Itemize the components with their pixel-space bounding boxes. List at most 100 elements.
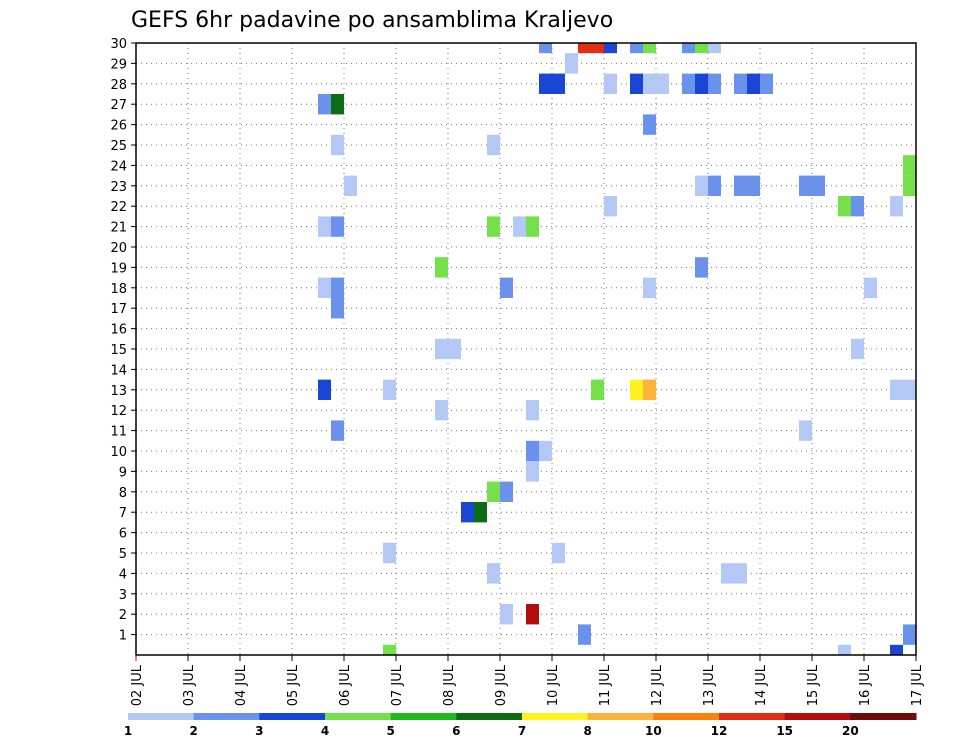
x-tick-label: 13 JUL <box>702 664 717 706</box>
precip-cell <box>591 379 604 400</box>
precip-cell <box>474 502 487 523</box>
precip-cell <box>526 216 539 237</box>
colorbar-label: 8 <box>583 724 591 738</box>
colorbar-label: 10 <box>645 724 662 738</box>
y-tick-label: 28 <box>110 78 127 93</box>
precip-cell <box>526 604 539 625</box>
precip-cell <box>695 175 708 196</box>
precip-cell <box>604 43 617 54</box>
x-tick-label: 05 JUL <box>286 664 301 706</box>
precip-cell <box>747 175 760 196</box>
precip-cell <box>903 624 916 645</box>
precip-cell <box>643 73 656 94</box>
precip-cell <box>526 440 539 462</box>
precip-cell <box>331 216 344 237</box>
y-tick-label: 6 <box>119 527 127 542</box>
y-tick-label: 17 <box>110 302 127 317</box>
x-tick-label: 12 JUL <box>650 664 665 706</box>
y-axis: 1234567891011121314151617181920212223242… <box>110 37 136 644</box>
y-tick-label: 12 <box>110 404 127 419</box>
y-tick-label: 30 <box>110 37 127 52</box>
precip-cell <box>318 277 331 298</box>
x-tick-label: 04 JUL <box>234 664 249 706</box>
colorbar-swatch <box>456 713 523 720</box>
precip-cell <box>487 216 500 237</box>
precip-cell <box>643 277 656 298</box>
y-tick-label: 13 <box>110 384 127 399</box>
precip-cell <box>903 379 916 400</box>
colorbar-swatch <box>259 713 326 720</box>
precip-cell <box>500 481 513 502</box>
precip-cell <box>604 73 617 94</box>
precip-cell <box>318 94 331 115</box>
colorbar-label: 12 <box>711 724 728 738</box>
x-tick-label: 09 JUL <box>494 664 509 706</box>
colorbar-label: 1 <box>124 724 132 738</box>
precip-cell <box>578 624 591 645</box>
x-tick-label: 08 JUL <box>442 664 457 706</box>
y-tick-label: 20 <box>110 241 127 256</box>
precip-cell <box>552 73 565 94</box>
precip-cell <box>799 420 812 441</box>
precip-cell <box>890 379 903 400</box>
precip-cell <box>708 73 721 94</box>
precip-cell <box>890 196 903 217</box>
precip-cell <box>630 379 643 400</box>
x-tick-label: 16 JUL <box>858 664 873 706</box>
y-tick-label: 8 <box>119 486 127 501</box>
precip-cell <box>318 379 331 400</box>
precip-cell <box>383 644 396 655</box>
precip-cell <box>565 53 578 74</box>
colorbar-swatch <box>193 713 260 720</box>
precip-cell <box>890 644 903 655</box>
x-tick-label: 15 JUL <box>806 664 821 706</box>
x-tick-label: 17 JUL <box>910 664 925 706</box>
precip-cell <box>539 73 552 94</box>
x-tick-label: 02 JUL <box>130 664 145 706</box>
precip-cell <box>435 400 448 421</box>
precip-cell <box>708 43 721 54</box>
colorbar-label: 15 <box>776 724 793 738</box>
grid-lines <box>135 42 917 655</box>
precip-cell <box>643 43 656 54</box>
precip-cell <box>500 277 513 298</box>
precip-cell <box>734 175 747 196</box>
precip-cell <box>812 175 825 196</box>
precip-cell <box>539 43 552 54</box>
y-tick-label: 4 <box>119 567 127 582</box>
y-tick-label: 27 <box>110 98 127 113</box>
colorbar-swatch <box>587 713 654 720</box>
precip-cell <box>435 338 448 360</box>
precip-cell <box>682 73 695 94</box>
precip-cell <box>721 563 734 584</box>
precip-cell <box>760 73 773 94</box>
precip-cell <box>513 216 526 237</box>
precip-cell <box>539 440 552 462</box>
colorbar-label: 20 <box>842 724 859 738</box>
y-tick-label: 16 <box>110 323 127 338</box>
precipitation-cells <box>318 43 916 655</box>
precip-cell <box>643 114 656 135</box>
precip-cell <box>747 73 760 94</box>
precip-cell <box>851 196 864 217</box>
precip-cell <box>864 277 877 298</box>
precip-cell <box>695 43 708 54</box>
precip-cell <box>630 73 643 94</box>
y-tick-label: 2 <box>119 608 127 623</box>
precip-cell <box>578 43 591 54</box>
precip-cell <box>383 542 396 564</box>
y-tick-label: 22 <box>110 200 127 215</box>
precip-cell <box>526 400 539 421</box>
colorbar-swatch <box>128 713 195 720</box>
colorbar-swatch <box>653 713 720 720</box>
precip-cell <box>435 257 448 278</box>
colorbar-swatch <box>325 713 392 720</box>
precip-cell <box>331 94 344 115</box>
y-tick-label: 14 <box>110 363 127 378</box>
precip-cell <box>734 73 747 94</box>
colorbar-label: 2 <box>189 724 197 738</box>
x-tick-label: 10 JUL <box>546 664 561 706</box>
precip-cell <box>656 73 669 94</box>
y-tick-label: 25 <box>110 139 127 154</box>
